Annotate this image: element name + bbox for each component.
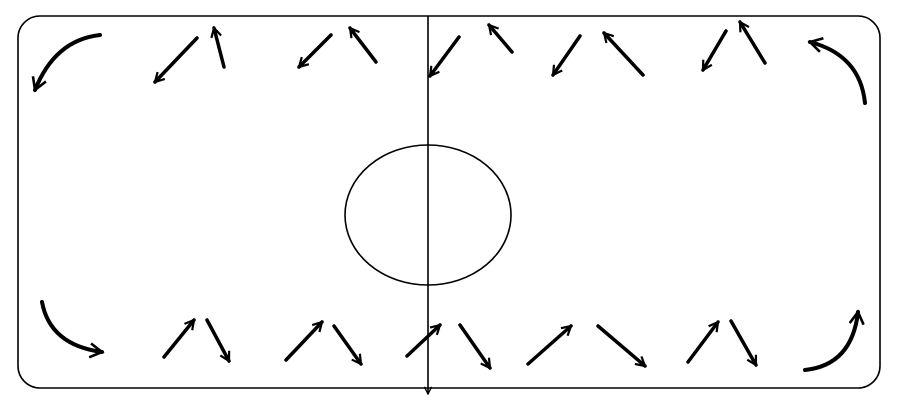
outer-rounded-box <box>17 15 881 389</box>
arrow-down-left-icon <box>701 29 728 70</box>
arrow-up-left-icon <box>602 31 645 77</box>
arrow-down-left-icon <box>297 33 333 69</box>
curved-arrow-up-left-icon <box>810 42 867 105</box>
arrow-up-right-icon <box>405 323 442 358</box>
curved-arrow-down-right-icon <box>40 300 102 352</box>
arrow-down-right-icon <box>205 318 231 361</box>
arrow-down-left-icon <box>428 35 461 76</box>
arrow-up-left-icon <box>348 28 378 64</box>
arrow-down-right-icon <box>596 324 647 368</box>
curved-arrow-down-left-icon <box>35 33 102 90</box>
arrow-down-left-icon <box>551 34 582 75</box>
arrow-down-right-icon <box>729 319 758 365</box>
arrow-up-left-icon <box>738 22 767 65</box>
arrow-down-left-icon <box>153 36 199 84</box>
arrow-up-left-icon <box>487 23 514 54</box>
top-row-arrows <box>153 22 767 84</box>
arrow-up-right-icon <box>284 320 324 362</box>
arrow-up-icon <box>214 28 226 69</box>
arrow-down-right-icon <box>458 323 492 368</box>
curved-arrow-up-right-icon <box>803 312 858 372</box>
corner-arrows <box>35 33 867 372</box>
arrow-up-right-icon <box>526 324 573 366</box>
bottom-row-arrows <box>162 318 758 368</box>
arrow-up-right-icon <box>162 320 196 359</box>
arrow-down-right-icon <box>332 324 363 364</box>
arrow-up-right-icon <box>686 322 720 364</box>
